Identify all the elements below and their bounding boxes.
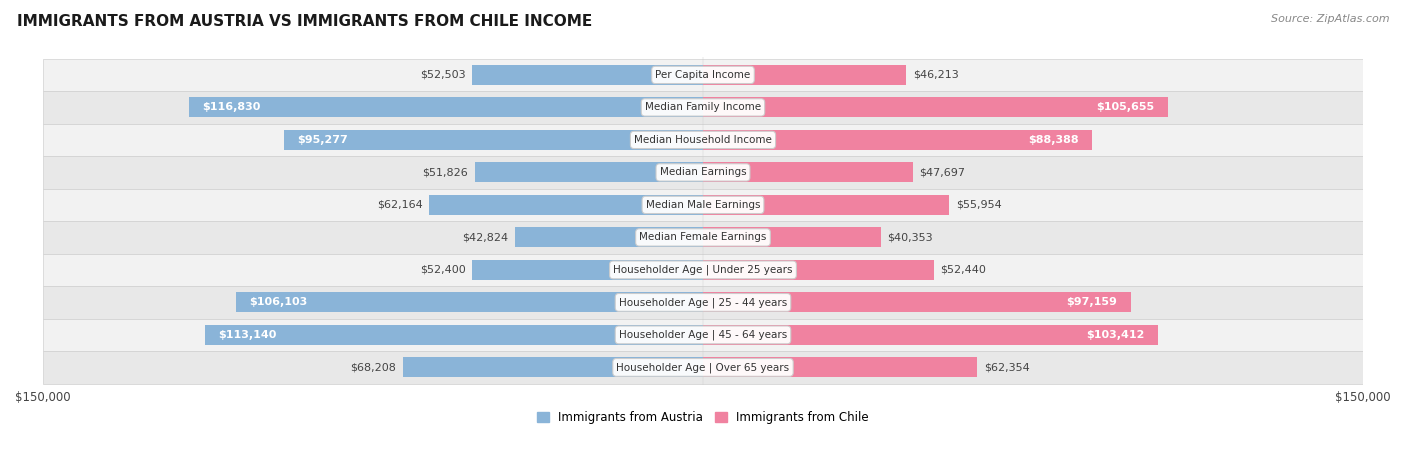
Text: Median Female Earnings: Median Female Earnings (640, 233, 766, 242)
Text: $51,826: $51,826 (423, 167, 468, 177)
Bar (402, 357, 703, 377)
FancyBboxPatch shape (42, 286, 1364, 318)
Text: $62,354: $62,354 (984, 362, 1029, 372)
Text: $68,208: $68,208 (350, 362, 396, 372)
Bar (472, 260, 703, 280)
Bar (703, 163, 912, 183)
FancyBboxPatch shape (42, 221, 1364, 254)
Text: $55,954: $55,954 (956, 200, 1001, 210)
Text: $103,412: $103,412 (1087, 330, 1144, 340)
Bar (703, 260, 934, 280)
Bar (205, 325, 703, 345)
Text: $52,440: $52,440 (941, 265, 986, 275)
FancyBboxPatch shape (42, 59, 1364, 91)
Text: $52,503: $52,503 (420, 70, 465, 80)
Text: Householder Age | Over 65 years: Householder Age | Over 65 years (616, 362, 790, 373)
Bar (703, 195, 949, 215)
Text: $97,159: $97,159 (1067, 297, 1118, 307)
Bar (188, 97, 703, 118)
Text: Source: ZipAtlas.com: Source: ZipAtlas.com (1271, 14, 1389, 24)
Bar (472, 65, 703, 85)
Text: $106,103: $106,103 (249, 297, 308, 307)
Text: $95,277: $95,277 (297, 135, 347, 145)
Bar (703, 130, 1092, 150)
Text: $116,830: $116,830 (202, 102, 260, 113)
Text: Median Male Earnings: Median Male Earnings (645, 200, 761, 210)
FancyBboxPatch shape (42, 189, 1364, 221)
Legend: Immigrants from Austria, Immigrants from Chile: Immigrants from Austria, Immigrants from… (533, 406, 873, 429)
Text: Householder Age | 45 - 64 years: Householder Age | 45 - 64 years (619, 330, 787, 340)
Bar (284, 130, 703, 150)
Text: $47,697: $47,697 (920, 167, 966, 177)
Bar (429, 195, 703, 215)
Bar (475, 163, 703, 183)
Text: $42,824: $42,824 (461, 233, 508, 242)
Text: $46,213: $46,213 (912, 70, 959, 80)
Text: $40,353: $40,353 (887, 233, 932, 242)
FancyBboxPatch shape (42, 91, 1364, 124)
FancyBboxPatch shape (42, 124, 1364, 156)
FancyBboxPatch shape (42, 156, 1364, 189)
Text: $52,400: $52,400 (420, 265, 465, 275)
Bar (236, 292, 703, 312)
Text: Per Capita Income: Per Capita Income (655, 70, 751, 80)
Text: Householder Age | Under 25 years: Householder Age | Under 25 years (613, 265, 793, 275)
Text: Householder Age | 25 - 44 years: Householder Age | 25 - 44 years (619, 297, 787, 308)
FancyBboxPatch shape (42, 254, 1364, 286)
Text: $113,140: $113,140 (218, 330, 277, 340)
Bar (515, 227, 703, 248)
Bar (703, 97, 1168, 118)
Text: IMMIGRANTS FROM AUSTRIA VS IMMIGRANTS FROM CHILE INCOME: IMMIGRANTS FROM AUSTRIA VS IMMIGRANTS FR… (17, 14, 592, 29)
Bar (703, 227, 880, 248)
Text: $88,388: $88,388 (1028, 135, 1078, 145)
Text: Median Family Income: Median Family Income (645, 102, 761, 113)
Text: Median Earnings: Median Earnings (659, 167, 747, 177)
FancyBboxPatch shape (42, 351, 1364, 384)
Text: $105,655: $105,655 (1097, 102, 1154, 113)
Bar (703, 65, 907, 85)
Bar (703, 357, 977, 377)
Bar (703, 292, 1130, 312)
FancyBboxPatch shape (42, 318, 1364, 351)
Bar (703, 325, 1159, 345)
Text: Median Household Income: Median Household Income (634, 135, 772, 145)
Text: $62,164: $62,164 (377, 200, 423, 210)
